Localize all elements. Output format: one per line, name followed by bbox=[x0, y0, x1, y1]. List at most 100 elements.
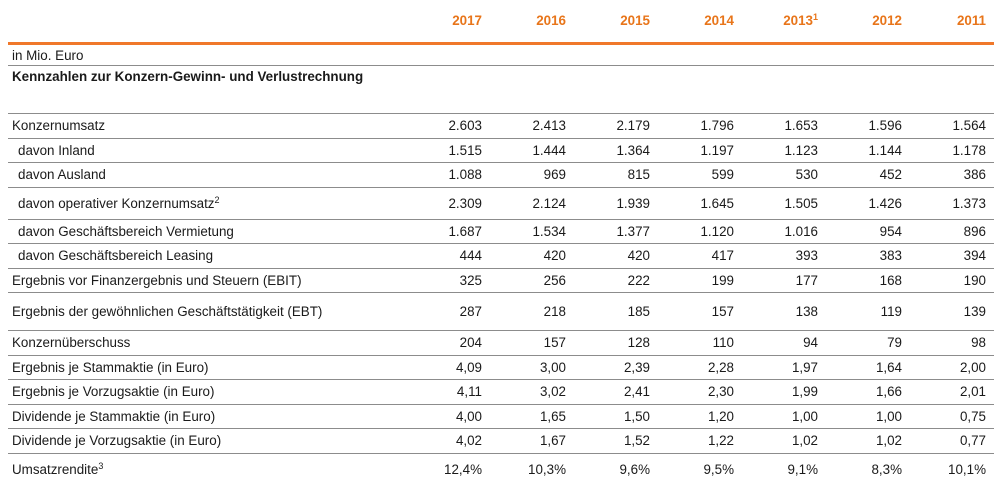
value-cell-2013: 1.505 bbox=[742, 187, 826, 220]
year-header-2016: 2016 bbox=[490, 0, 574, 45]
value-cell-2014: 1,20 bbox=[658, 404, 742, 429]
row-label: Ergebnis vor Finanzergebnis und Steuern … bbox=[8, 268, 406, 293]
table-row: Ergebnis der gewöhnlichen Geschäftstätig… bbox=[8, 292, 994, 331]
year-label: 2015 bbox=[620, 12, 650, 28]
value-cell-2011: 10,1% bbox=[948, 461, 986, 477]
value-cell-2011: 1.564 bbox=[910, 113, 994, 139]
value-cell-2011: 98 bbox=[910, 330, 994, 356]
table-row: davon Ausland 1.088 969 815 599 530 452 386 bbox=[8, 162, 994, 188]
value-cell-2016: 1.444 bbox=[490, 138, 574, 163]
value-cell-2012: 954 bbox=[826, 219, 910, 244]
value-cell-2011: 1.178 bbox=[910, 138, 994, 163]
value-cell-2015: 1,52 bbox=[574, 428, 658, 454]
year-header-row: 2017 2016 2015 2014 20131 2012 2011 bbox=[8, 0, 994, 45]
year-label: 2016 bbox=[536, 12, 566, 28]
value-cell-2017: 4,11 bbox=[406, 379, 490, 405]
footnote-marker: 3 bbox=[98, 460, 104, 471]
table-row: davon Geschäftsbereich Vermietung 1.687 1.… bbox=[8, 219, 994, 244]
row-label: Dividende je Vorzugsaktie (in Euro) bbox=[8, 428, 406, 454]
unit-label: in Mio. Euro bbox=[8, 43, 406, 66]
value-cell-2011: 386 bbox=[910, 162, 994, 188]
value-cell-2014: 1.120 bbox=[658, 219, 742, 244]
value-cell-2015: 2.179 bbox=[574, 113, 658, 139]
row-label-text: Umsatzrendite bbox=[12, 461, 99, 477]
value-cell-2017: 4,00 bbox=[406, 404, 490, 429]
year-label: 2017 bbox=[452, 12, 482, 28]
value-cell-2015: 1.377 bbox=[574, 219, 658, 244]
header-label-cell bbox=[8, 0, 406, 45]
value-cell-2016: 256 bbox=[490, 268, 574, 293]
footnote-marker: 2 bbox=[214, 194, 220, 205]
table-row: Konzernumsatz 2.603 2.413 2.179 1.796 1.653 1.… bbox=[8, 113, 994, 139]
row-label: Dividende je Stammaktie (in Euro) bbox=[8, 404, 406, 429]
table-row: Ergebnis je Vorzugsaktie (in Euro) 4,11 3,… bbox=[8, 379, 994, 405]
table-row: Dividende je Vorzugsaktie (in Euro) 4,02 1… bbox=[8, 428, 994, 454]
row-label-text: davon Geschäftsbereich Vermietung bbox=[18, 223, 234, 239]
value-cell-2011: 2,00 bbox=[910, 355, 994, 380]
value-cell-2012: 383 bbox=[826, 243, 910, 269]
value-cell-2014: 2,30 bbox=[658, 379, 742, 405]
value-cell-2017: 4,02 bbox=[406, 428, 490, 454]
table-row: Dividende je Stammaktie (in Euro) 4,00 1,6… bbox=[8, 404, 994, 429]
table-body: in Mio. Euro Kennzahlen zur Konzern-Gewi… bbox=[8, 43, 994, 485]
unit-row: in Mio. Euro bbox=[8, 43, 994, 66]
value-cell-2013: 1.653 bbox=[742, 113, 826, 139]
table-row: davon operativer Konzernumsatz2 2.309 2.12… bbox=[8, 187, 994, 220]
value-cell-2012: 1,66 bbox=[826, 379, 910, 405]
row-label-text: Konzernumsatz bbox=[12, 118, 106, 134]
value-cell-2013: 9,1% bbox=[787, 461, 818, 477]
value-cell-2016: 969 bbox=[490, 162, 574, 188]
value-cell-2017: 4,09 bbox=[406, 355, 490, 380]
value-cell-2013: 1.123 bbox=[742, 138, 826, 163]
row-label: Konzernumsatz bbox=[8, 113, 406, 139]
value-cell-2011: 896 bbox=[910, 219, 994, 244]
value-cell-2015: 1,50 bbox=[574, 404, 658, 429]
value-cell-2014: 110 bbox=[658, 330, 742, 356]
year-header-2015: 2015 bbox=[574, 0, 658, 45]
value-cell-2014: 1.197 bbox=[658, 138, 742, 163]
row-label-text: davon operativer Konzernumsatz bbox=[18, 195, 215, 211]
value-cell-2011: 2,01 bbox=[910, 379, 994, 405]
value-cell-2016: 2.413 bbox=[490, 113, 574, 139]
row-label-text: Ergebnis der gewöhnlichen Geschäftstätig… bbox=[12, 304, 323, 319]
value-cell-2013: 1,97 bbox=[742, 355, 826, 380]
row-label-text: Dividende je Stammaktie (in Euro) bbox=[12, 408, 216, 424]
row-label: Ergebnis je Vorzugsaktie (in Euro) bbox=[8, 379, 406, 405]
value-cell-2011: 0,77 bbox=[910, 428, 994, 454]
value-cell-2013: 1,02 bbox=[742, 428, 826, 454]
value-cell-2015: 1.939 bbox=[574, 187, 658, 220]
value-cell-2012: 168 bbox=[826, 268, 910, 293]
value-cell-2017: 1.515 bbox=[406, 138, 490, 163]
year-header-2017: 2017 bbox=[406, 0, 490, 45]
year-label: 2014 bbox=[704, 12, 734, 28]
financial-table-container: 2017 2016 2015 2014 20131 2012 2011 in Mio. Eu… bbox=[8, 0, 994, 485]
value-cell-2011: 190 bbox=[910, 268, 994, 293]
value-cell-2016: 2.124 bbox=[490, 187, 574, 220]
year-label: 2012 bbox=[872, 12, 902, 28]
value-cell-2014: 157 bbox=[658, 292, 742, 331]
value-cell-2017: 287 bbox=[406, 292, 490, 331]
value-cell-2012: 1.144 bbox=[826, 138, 910, 163]
value-cell-2014: 599 bbox=[658, 162, 742, 188]
value-cell-2012: 119 bbox=[826, 292, 910, 331]
row-label: Ergebnis je Stammaktie (in Euro) bbox=[8, 355, 406, 380]
row-label-text: Ergebnis je Stammaktie (in Euro) bbox=[12, 359, 209, 375]
table-row: davon Geschäftsbereich Leasing 444 420 420 4… bbox=[8, 243, 994, 269]
table-row: Ergebnis vor Finanzergebnis und Steuern … bbox=[8, 268, 994, 293]
value-cell-2015: 2,39 bbox=[574, 355, 658, 380]
row-label: davon Geschäftsbereich Vermietung bbox=[8, 219, 406, 244]
value-cell-2012: 1.596 bbox=[826, 113, 910, 139]
row-label: davon Geschäftsbereich Leasing bbox=[8, 243, 406, 269]
year-label: 2011 bbox=[956, 12, 986, 28]
value-cell-2014: 1.796 bbox=[658, 113, 742, 139]
row-label-text: Konzernüberschuss bbox=[12, 335, 131, 351]
year-header-2011: 2011 bbox=[910, 0, 994, 45]
value-cell-2012: 1.426 bbox=[826, 187, 910, 220]
value-cell-2014: 9,5% bbox=[703, 461, 734, 477]
value-cell-2013: 1,00 bbox=[742, 404, 826, 429]
value-cell-2015: 185 bbox=[574, 292, 658, 331]
row-label-text: Ergebnis vor Finanzergebnis und Steuern … bbox=[12, 272, 302, 288]
value-cell-2016: 218 bbox=[490, 292, 574, 331]
table-header: 2017 2016 2015 2014 20131 2012 2011 bbox=[8, 0, 994, 45]
value-cell-2016: 420 bbox=[490, 243, 574, 269]
